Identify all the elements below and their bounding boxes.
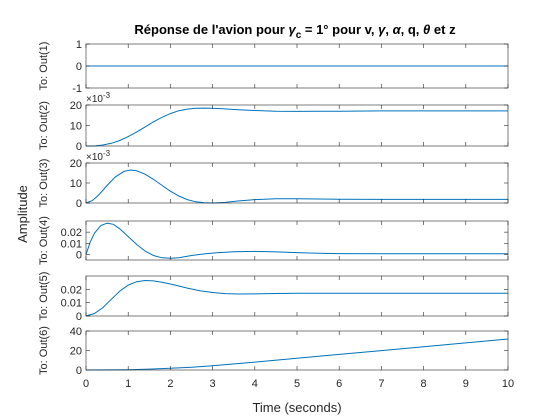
y-exponent-label: ×10-3 [86, 91, 111, 105]
subplot-ylabel: To: Out(4) [38, 216, 50, 265]
y-exponent-base: ×10 [86, 94, 103, 105]
subplot-5: 00.01 0.02 To: Out(5) [38, 272, 509, 323]
y-tick-label: 0 [76, 311, 82, 323]
y-tick-label: 0 [76, 198, 82, 210]
x-tick-label: 7 [378, 378, 384, 390]
plot-area [86, 276, 508, 316]
x-tick-label: 9 [463, 378, 469, 390]
y-exponent-label: ×10-3 [86, 149, 111, 163]
y-axis-label: Amplitude [15, 185, 30, 243]
y-exponent-power: -3 [103, 91, 111, 100]
y-tick-label: 0 [76, 365, 82, 377]
subplot-ylabel: To: Out(1) [38, 42, 50, 91]
series-line-out5 [85, 279, 508, 317]
y-tick-label: 20 [70, 158, 82, 170]
plot-area [86, 163, 508, 203]
y-tick-label: 0 [76, 61, 82, 73]
y-tick-label: 0.02 [61, 284, 82, 296]
subplot-ylabel: To: Out(2) [38, 101, 50, 150]
series-line-out4 [85, 222, 508, 259]
subplot-3: 0 10 20 ×10-3 To: Out(3) [38, 149, 509, 210]
series-line-out6 [85, 338, 509, 371]
x-tick-label: 10 [502, 378, 514, 390]
x-axis-label: Time (seconds) [252, 400, 341, 415]
subplot-6: 0 1 2 3 4 5 6 7 8 9 10 0 20 40 To: Out(6) [38, 326, 514, 390]
y-tick-label: -1 [72, 83, 82, 95]
plot-area [86, 331, 508, 370]
subplot-2: 0 10 20 ×10-3 To: Out(2) [38, 91, 509, 153]
y-tick-label: 20 [70, 346, 82, 358]
x-tick-label: 0 [83, 378, 89, 390]
y-tick-label: 0.01 [61, 238, 82, 250]
series-line-out3 [85, 169, 508, 204]
x-tick-label: 3 [210, 378, 216, 390]
x-tick-label: 2 [167, 378, 173, 390]
y-tick-label: 40 [70, 326, 82, 338]
y-tick-label: 0.02 [61, 227, 82, 239]
x-tick-label: 4 [252, 378, 258, 390]
y-exponent-power: -3 [103, 149, 111, 158]
y-tick-label: 0.01 [61, 298, 82, 310]
y-tick-label: 10 [70, 121, 82, 133]
subplot-ylabel: To: Out(6) [38, 326, 50, 375]
y-tick-label: 20 [70, 100, 82, 112]
y-tick-label: 10 [70, 178, 82, 190]
y-tick-label: 1 [76, 39, 82, 51]
subplot-ylabel: To: Out(3) [38, 159, 50, 208]
chart-title: Réponse de l'avion pour γc = 1° pour v, … [134, 22, 456, 41]
y-exponent-base: ×10 [86, 152, 103, 163]
x-tick-label: 8 [421, 378, 427, 390]
series-line-out2 [86, 107, 508, 147]
y-tick-label: 0 [76, 141, 82, 153]
subplot-ylabel: To: Out(5) [38, 272, 50, 321]
subplot-1: -1 0 1 To: Out(1) [38, 39, 509, 95]
x-tick-label: 1 [125, 378, 131, 390]
y-tick-label: 0 [76, 249, 82, 261]
x-tick-label: 6 [336, 378, 342, 390]
x-tick-label: 5 [294, 378, 300, 390]
subplot-4: 00.010.02 To: Out(4) [38, 216, 509, 265]
